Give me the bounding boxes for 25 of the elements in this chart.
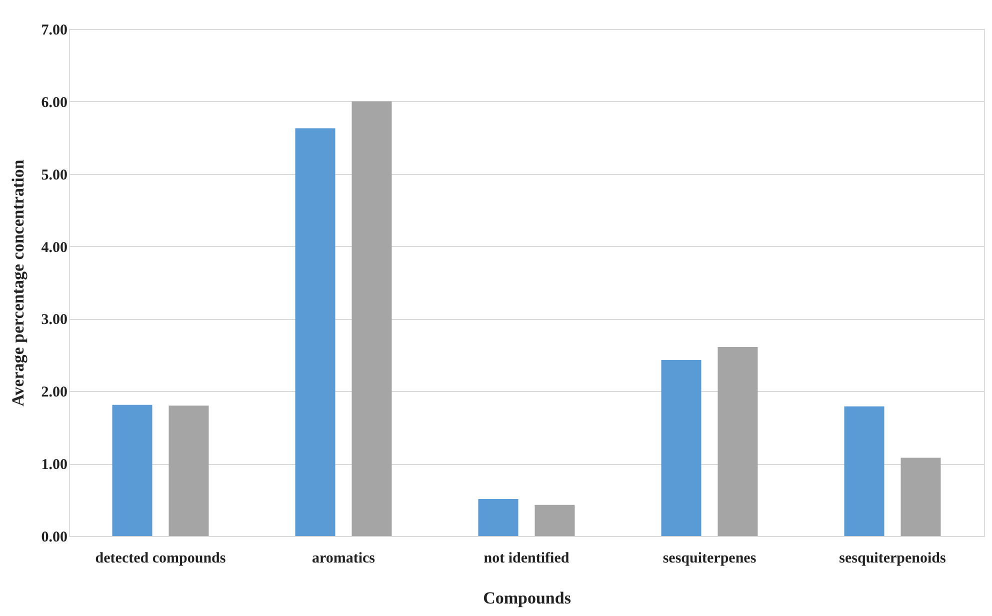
x-tick-label: sesquiterpenoids <box>839 550 946 566</box>
bar <box>844 406 884 536</box>
y-tick-label: 3.00 <box>41 312 68 328</box>
bar <box>534 504 575 536</box>
bar <box>718 346 758 536</box>
bar <box>168 406 209 536</box>
y-tick-label: 1.00 <box>41 457 68 474</box>
y-tick-label: 2.00 <box>41 384 68 401</box>
x-tick-label: aromatics <box>312 550 376 566</box>
bar <box>352 101 392 536</box>
x-tick-label: sesquiterpenes <box>662 550 756 566</box>
y-tick-label: 0.00 <box>41 530 68 546</box>
x-tick-label: detected compounds <box>95 550 226 566</box>
y-tick-label: 4.00 <box>41 240 68 256</box>
bar <box>900 458 941 536</box>
bar <box>295 128 336 536</box>
x-axis-title: Compounds <box>483 588 572 608</box>
bar <box>661 360 702 536</box>
y-tick-label: 6.00 <box>41 94 68 111</box>
y-tick-label: 5.00 <box>41 167 68 184</box>
y-axis-title: Average percentage concentration <box>8 159 28 406</box>
x-tick-label: not identified <box>484 550 570 566</box>
bar <box>112 404 152 536</box>
bar <box>478 499 518 536</box>
y-tick-label: 7.00 <box>41 22 68 38</box>
